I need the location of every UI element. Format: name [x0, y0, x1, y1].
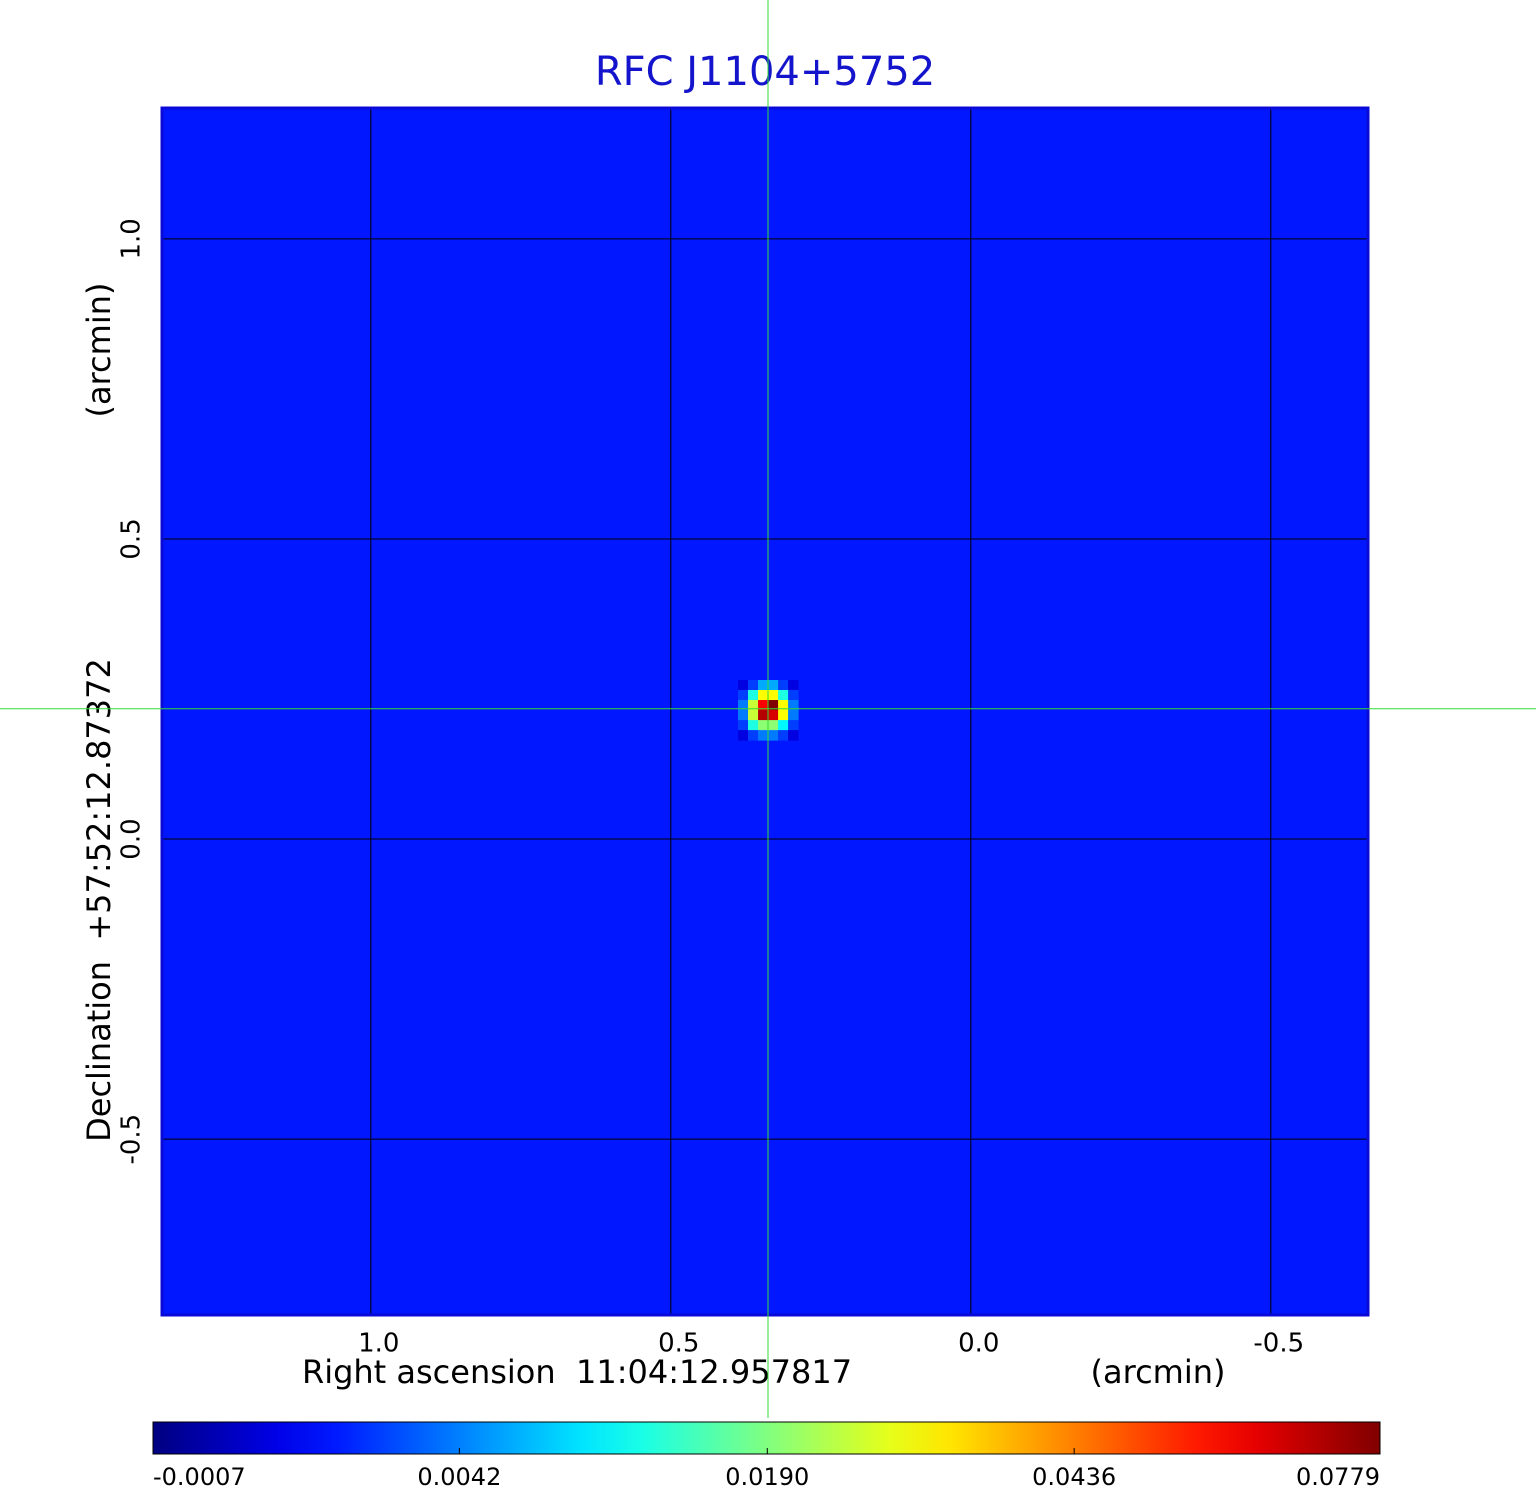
image-pixel	[758, 679, 769, 691]
image-pixel	[768, 690, 779, 701]
image-pixel	[748, 710, 759, 721]
y-tick-label: -0.5	[117, 1114, 147, 1165]
colorbar-tick-label: 0.0042	[417, 1463, 501, 1491]
image-pixel	[788, 730, 799, 741]
image-pixel	[748, 690, 759, 701]
y-tick-label: 1.0	[117, 218, 147, 259]
image-pixel	[758, 690, 769, 701]
image-pixel	[768, 679, 779, 691]
colorbar-tick-label: 0.0436	[1032, 1463, 1116, 1491]
image-pixel	[778, 690, 789, 701]
image-pixel	[768, 710, 779, 721]
image-pixel	[778, 720, 789, 731]
image-pixel	[758, 710, 769, 721]
plot-frame	[160, 106, 1370, 1317]
image-pixel	[778, 679, 789, 691]
colorbar-tick-label: 0.0779	[1296, 1463, 1380, 1491]
x-tick-label: 0.5	[658, 1329, 699, 1359]
image-pixel	[768, 720, 779, 731]
image-pixel	[738, 690, 749, 701]
x-tick-label: -0.5	[1253, 1329, 1304, 1359]
chart-title: RFC J1104+5752	[595, 49, 935, 95]
colorbar	[152, 1421, 1381, 1455]
image-pixel	[738, 710, 749, 721]
image-pixel	[778, 710, 789, 721]
image-pixel	[748, 679, 759, 691]
y-tick-label: 0.0	[117, 818, 147, 859]
image-pixel	[738, 720, 749, 731]
x-tick-label: 1.0	[358, 1329, 399, 1359]
image-pixel	[788, 690, 799, 701]
x-tick-label: 0.0	[958, 1329, 999, 1359]
image-pixel	[738, 679, 749, 691]
image-pixel	[758, 700, 769, 711]
image-pixel	[788, 720, 799, 731]
image-pixel	[748, 720, 759, 731]
y-axis-unit: (arcmin)	[80, 283, 118, 418]
y-tick-label: 0.5	[117, 518, 147, 559]
image-pixel	[738, 700, 749, 711]
image-pixel	[758, 730, 769, 741]
image-pixel	[768, 730, 779, 741]
x-axis-label: Right ascension 11:04:12.957817	[302, 1353, 852, 1391]
image-pixel	[778, 700, 789, 711]
image-pixel	[778, 730, 789, 741]
x-axis-unit: (arcmin)	[1091, 1353, 1226, 1391]
colorbar-tick-label: 0.0190	[725, 1463, 809, 1491]
colorbar-tick-label: -0.0007	[153, 1463, 246, 1491]
image-pixel	[748, 730, 759, 741]
image-pixel	[788, 700, 799, 711]
image-pixel	[738, 730, 749, 741]
image-pixel	[768, 700, 779, 711]
image-pixel	[758, 720, 769, 731]
y-axis-label: Declination +57:52:12.87372	[80, 658, 118, 1142]
image-pixel	[748, 700, 759, 711]
image-pixel	[788, 679, 799, 691]
image-pixel	[788, 710, 799, 721]
